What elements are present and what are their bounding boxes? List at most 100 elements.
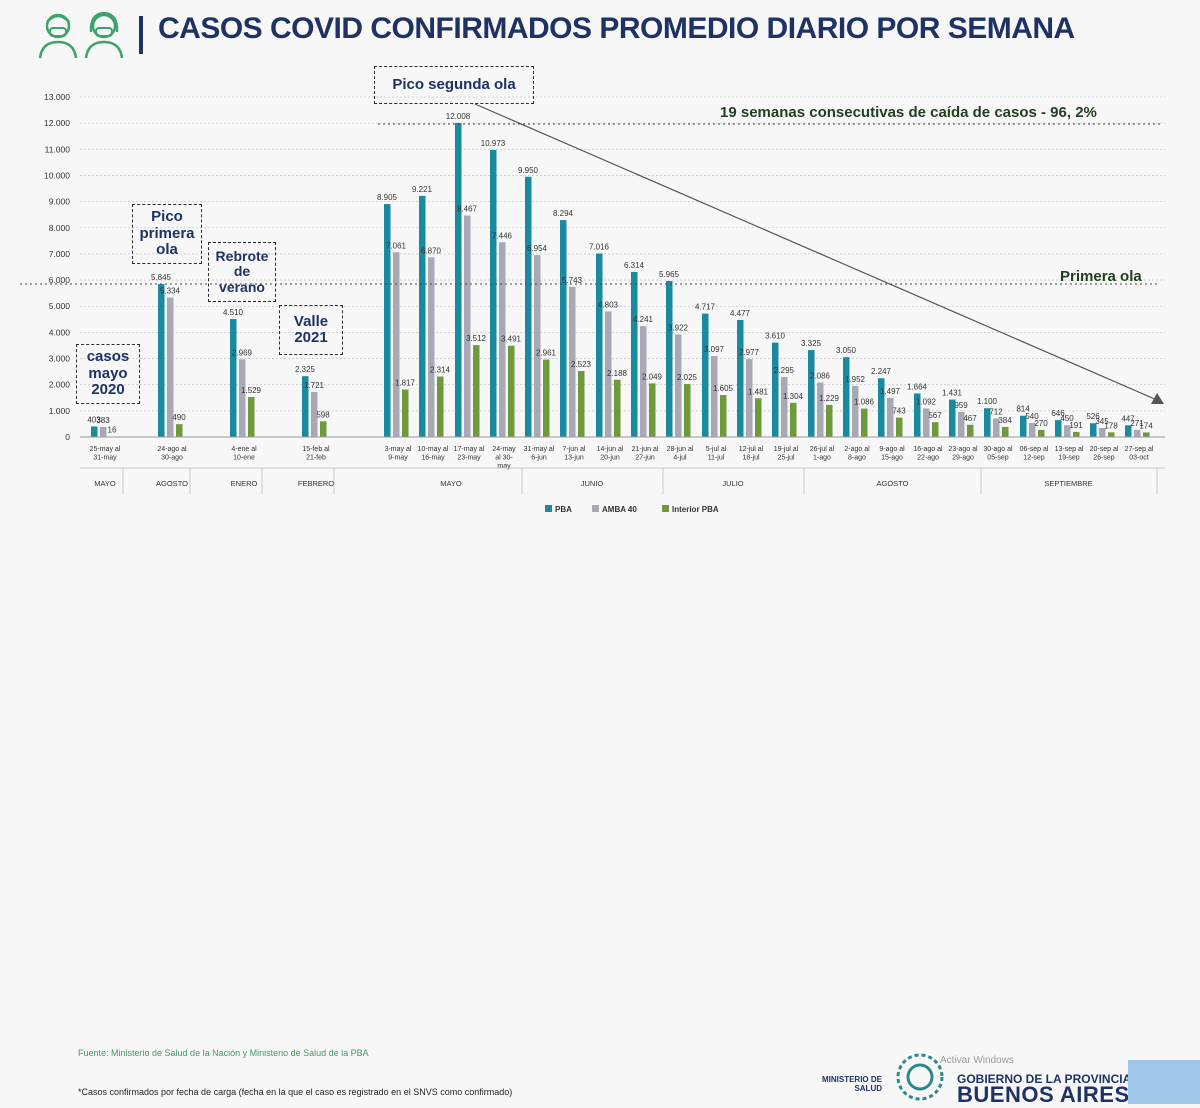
x-tick-label: 13-jun [564,455,584,462]
bar-interior-pba [248,397,255,437]
data-label: 1.664 [907,382,928,391]
data-label: 3.922 [668,323,689,332]
data-label: 2.314 [430,365,451,374]
month-label: FEBRERO [298,479,334,488]
data-label: 3.050 [836,346,857,355]
y-tick-label: 10.000 [44,170,70,180]
bar-pba [230,319,237,437]
bar-amba-40 [675,334,682,437]
y-tick-label: 7.000 [49,249,71,259]
bar-interior-pba [826,405,833,437]
y-tick-label: 9.000 [49,197,71,207]
data-label: 1.497 [880,387,901,396]
x-tick-label: 21-feb [306,455,326,462]
bar-interior-pba [543,360,550,437]
x-tick-label: al 30- [495,455,513,462]
data-label: 1.605 [713,384,734,393]
data-label: 7.446 [492,231,513,240]
month-label: MAYO [440,479,462,488]
data-label: 4.477 [730,309,751,318]
bar-amba-40 [239,359,246,437]
data-label: 1.529 [241,386,262,395]
annotation-valle-2021: Valle 2021 [279,305,343,355]
bar-interior-pba [649,383,656,437]
masked-man-icon [36,8,80,60]
page-title: CASOS COVID CONFIRMADOS PROMEDIO DIARIO … [158,12,1075,46]
masked-woman-icon [82,8,126,60]
x-tick-label: 24-may [492,446,516,453]
bar-amba-40 [464,216,471,437]
data-label: 7.016 [589,243,610,252]
y-tick-label: 12.000 [44,118,70,128]
bar-interior-pba [1038,430,1045,437]
trend-arrow-line [475,104,1157,400]
y-tick-label: 0 [65,432,70,442]
month-label: ENERO [231,479,258,488]
data-label: 3.512 [466,334,487,343]
x-tick-label: 17-may al [454,446,485,453]
corner-decoration [1128,1060,1200,1104]
x-tick-label: 30-ago [161,455,183,462]
data-label: 10.973 [481,139,506,148]
x-tick-label: 11-jul [708,455,725,462]
x-tick-label: 30-ago al [983,446,1013,453]
bar-interior-pba [473,345,480,437]
x-tick-label: 2-ago al [844,446,870,453]
legend-swatch [662,505,669,512]
x-tick-label: 6-jun [531,455,547,462]
x-tick-label: 29-ago [952,455,974,462]
y-tick-label: 13.000 [44,92,70,102]
annotation-casos-mayo-2020: casos mayo 2020 [76,344,140,404]
bar-interior-pba [755,398,762,437]
annotation-rebrote-verano: Rebrote de verano [208,242,276,302]
bar-pba [702,314,709,437]
data-label: 5.845 [151,273,172,282]
data-label: 959 [954,401,968,410]
annotation-pico-primera-ola: Pico primera ola [132,204,202,264]
legend-swatch [545,505,552,512]
x-tick-label: 19-jul al [774,446,799,453]
bar-pba [666,281,673,437]
x-tick-label: 27-sep al [1125,446,1154,453]
bar-amba-40 [100,427,107,437]
bar-interior-pba [508,346,515,437]
windows-watermark: Activar Windows [940,1055,1014,1066]
x-tick-label: 23-may [457,455,481,462]
month-label: SEPTIEMBRE [1044,479,1092,488]
data-label: 598 [316,410,330,419]
bar-pba [631,272,638,437]
data-label: 490 [172,413,186,422]
month-label: MAYO [94,479,116,488]
y-tick-label: 2.000 [49,380,71,390]
x-tick-label: 03-oct [1129,455,1149,462]
x-tick-label: 24-ago al [157,446,187,453]
bar-interior-pba [176,424,183,437]
bar-pba [91,426,98,437]
ministry-label: MINISTERIO DE SALUD [812,1076,882,1094]
bar-pba [596,254,603,437]
data-label: 5.965 [659,270,680,279]
bar-interior-pba [1002,427,1009,437]
annotation-casos-mayo-2020-text: casos mayo 2020 [77,349,139,399]
x-tick-label: 18-jul [742,455,760,462]
data-label: 174 [1139,421,1153,430]
bar-interior-pba [320,421,327,437]
bar-amba-40 [1134,430,1141,437]
data-label: 3.325 [801,339,822,348]
data-label: 2.325 [295,365,316,374]
data-label: 7.061 [386,241,407,250]
x-tick-label: 31-may [93,455,117,462]
data-label: 1.092 [916,397,937,406]
bar-amba-40 [640,326,647,437]
bar-interior-pba [402,389,409,437]
data-label: 2.523 [571,360,592,369]
month-label: AGOSTO [156,479,188,488]
month-label: JULIO [722,479,743,488]
data-label: 4.510 [223,308,244,317]
x-tick-label: may [497,463,511,470]
data-label: 1.086 [854,398,875,407]
x-tick-label: 9-may [388,455,408,462]
data-label: 2.961 [536,349,557,358]
bar-interior-pba [720,395,727,437]
bar-interior-pba [437,376,444,437]
